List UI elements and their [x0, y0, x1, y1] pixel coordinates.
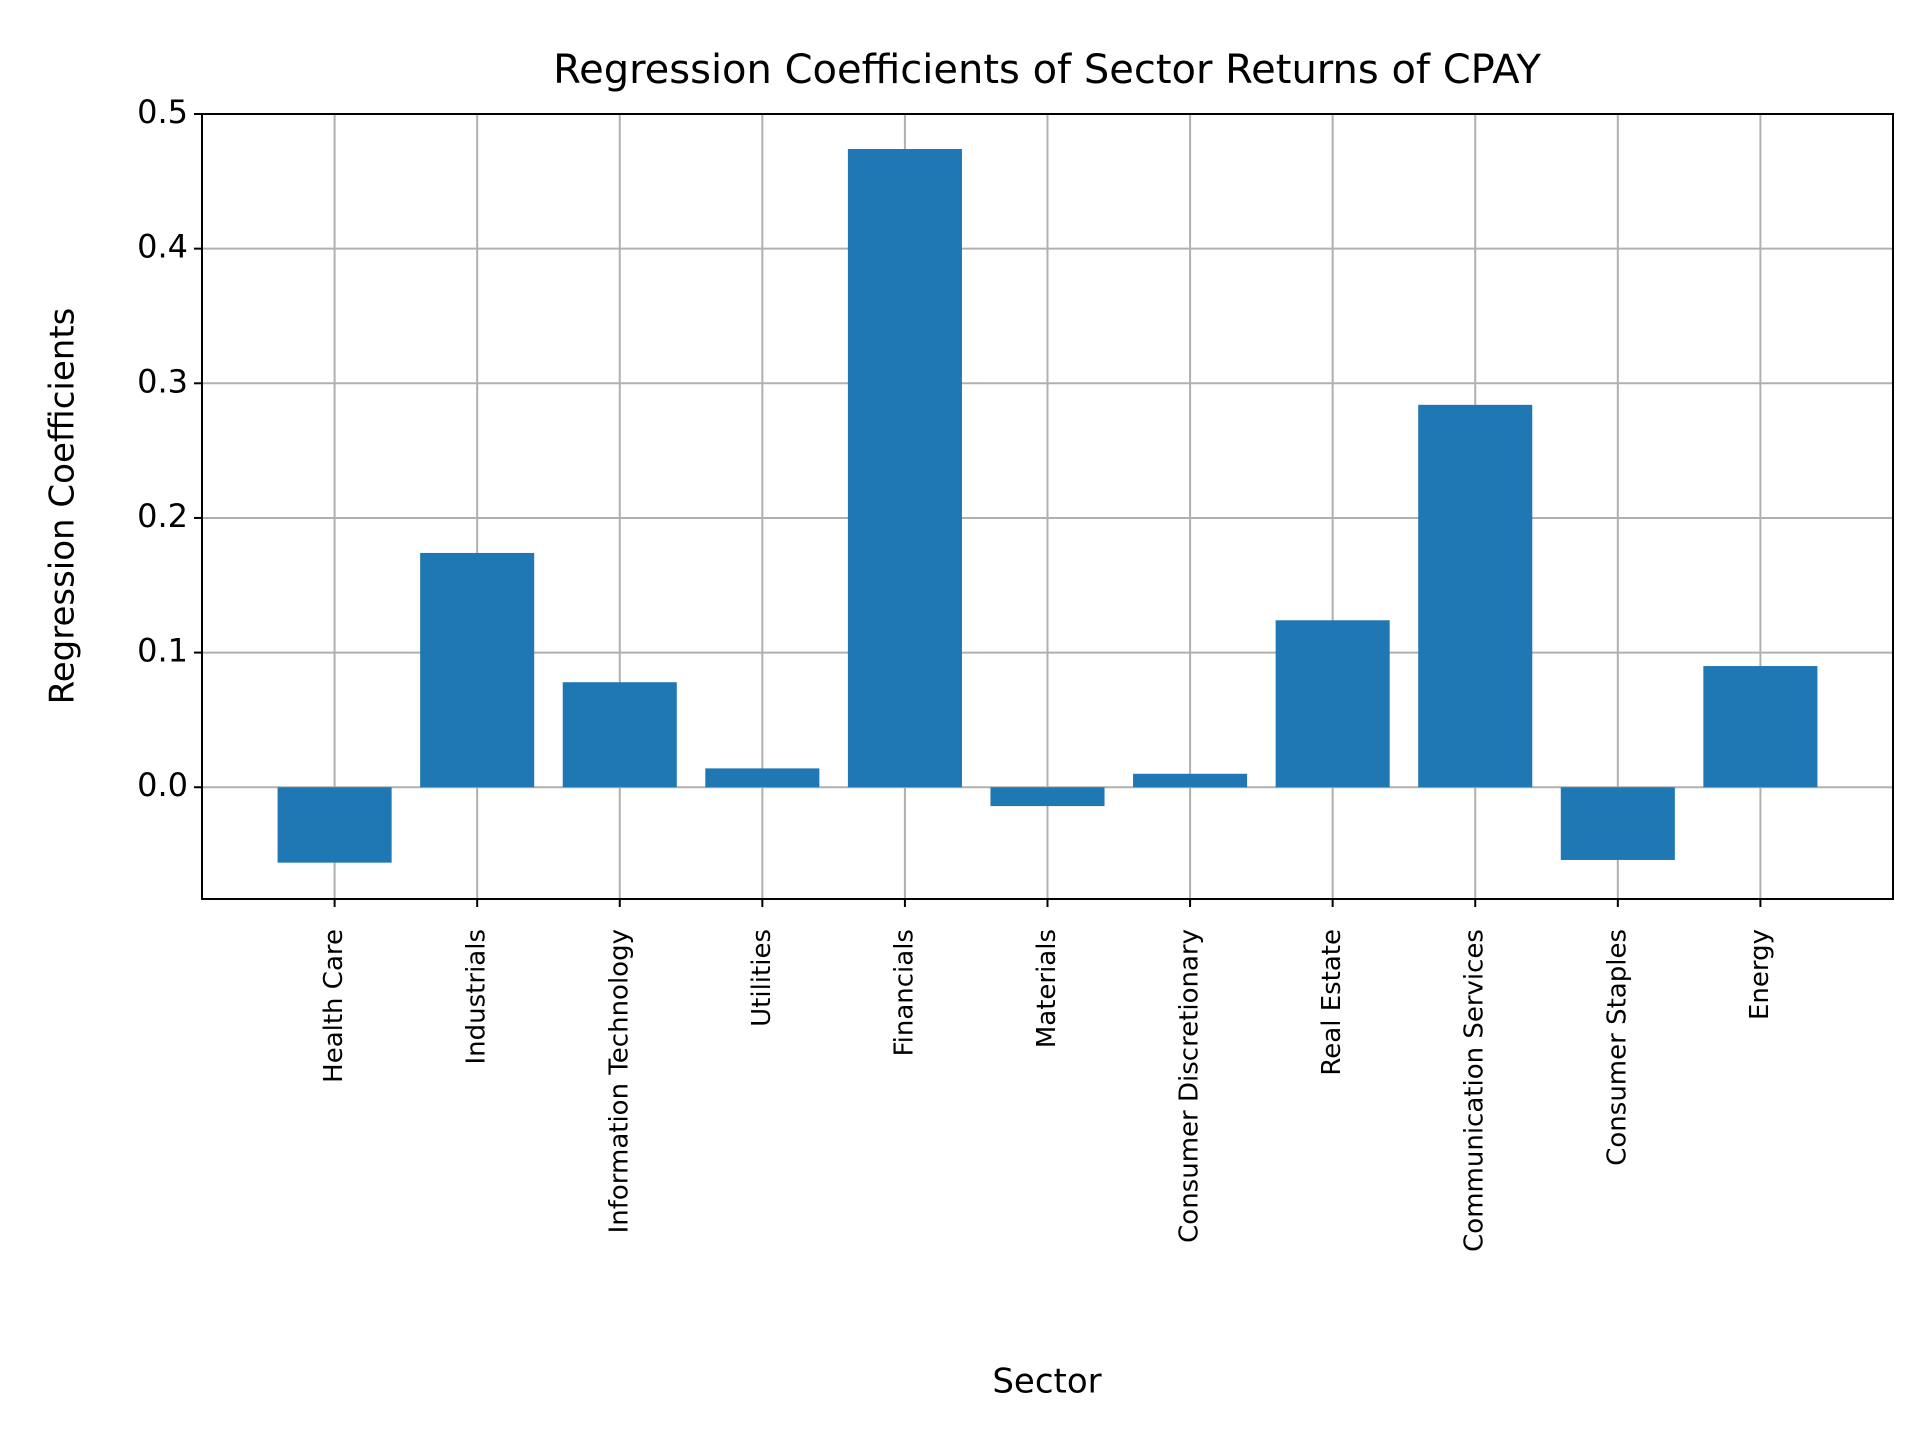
y-tick-label: 0.1: [137, 632, 188, 670]
bar: [847, 149, 962, 788]
x-axis-label: Sector: [992, 1362, 1101, 1402]
y-tick-label: 0.5: [137, 93, 188, 131]
y-tick-label: 0.0: [137, 766, 188, 804]
x-tick-label: Industrials: [462, 929, 492, 1064]
y-tick-label: 0.2: [137, 497, 188, 535]
bar: [990, 787, 1105, 807]
bar: [1703, 666, 1818, 788]
bar: [705, 768, 820, 788]
x-tick-label: Energy: [1745, 929, 1775, 1020]
bar: [1560, 787, 1675, 860]
bar: [277, 787, 392, 863]
y-tick-label: 0.4: [137, 228, 188, 266]
plot-frame: [201, 113, 1894, 900]
x-tick-label: Utilities: [747, 929, 777, 1027]
x-tick-label: Health Care: [319, 929, 349, 1083]
chart-title: Regression Coefficients of Sector Return…: [553, 47, 1541, 93]
y-axis-label: Regression Coefficients: [43, 308, 83, 705]
x-tick-label: Communication Services: [1460, 929, 1490, 1252]
x-tick-label: Materials: [1032, 929, 1062, 1048]
y-tick-label: 0.3: [137, 362, 188, 400]
bar: [420, 552, 535, 788]
x-tick-label: Real Estate: [1317, 929, 1347, 1076]
x-tick-label: Consumer Staples: [1602, 929, 1632, 1166]
x-tick-label: Consumer Discretionary: [1175, 929, 1205, 1243]
bar: [1275, 620, 1390, 788]
bar: [562, 682, 677, 788]
x-tick-label: Information Technology: [604, 929, 634, 1233]
bar: [1418, 404, 1533, 788]
bar: [1133, 773, 1248, 788]
x-tick-label: Financials: [889, 929, 919, 1056]
